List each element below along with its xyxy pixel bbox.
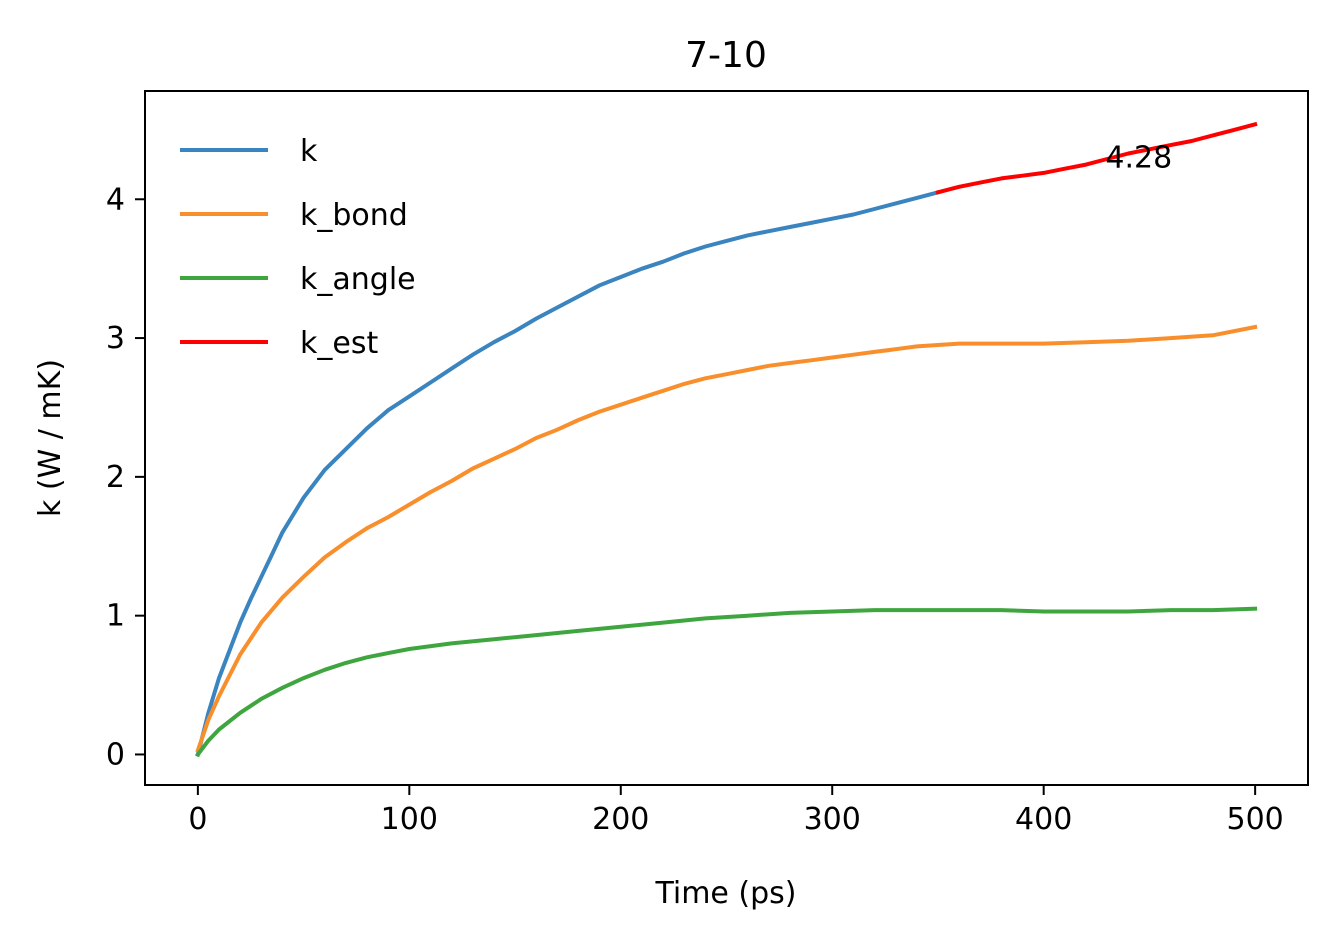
legend-label-k-angle: k_angle	[300, 262, 416, 297]
annotation-label: 4.28	[1105, 141, 1172, 176]
y-axis: 0 1 2 3 4	[106, 182, 145, 772]
x-axis-label: Time (ps)	[654, 876, 796, 911]
x-tick-label: 500	[1227, 802, 1284, 837]
x-axis: 0 100 200 300 400 500	[188, 785, 1284, 837]
series-line-k-angle	[195, 606, 1258, 758]
series-line-k-bond	[195, 324, 1258, 753]
series-line-k	[195, 189, 941, 757]
legend-label-k: k	[300, 134, 318, 169]
y-tick-label: 0	[106, 737, 125, 772]
x-tick-label: 200	[592, 802, 649, 837]
y-tick-label: 3	[106, 321, 125, 356]
legend-label-k-est: k_est	[300, 326, 378, 361]
x-tick-label: 400	[1015, 802, 1072, 837]
series-line-k-est	[935, 121, 1258, 195]
plot-frame	[144, 90, 1309, 786]
y-tick-label: 2	[106, 460, 125, 495]
x-tick-label: 0	[188, 802, 207, 837]
series-layer	[195, 121, 1258, 758]
y-axis-label: k (W / mK)	[33, 359, 68, 517]
y-tick-label: 1	[106, 599, 125, 634]
legend: k k_bond k_angle k_est	[180, 134, 416, 361]
chart-title: 7-10	[685, 35, 767, 76]
x-tick-label: 100	[381, 802, 438, 837]
y-tick-label: 4	[106, 182, 125, 217]
legend-label-k-bond: k_bond	[300, 198, 408, 233]
x-tick-label: 300	[804, 802, 861, 837]
